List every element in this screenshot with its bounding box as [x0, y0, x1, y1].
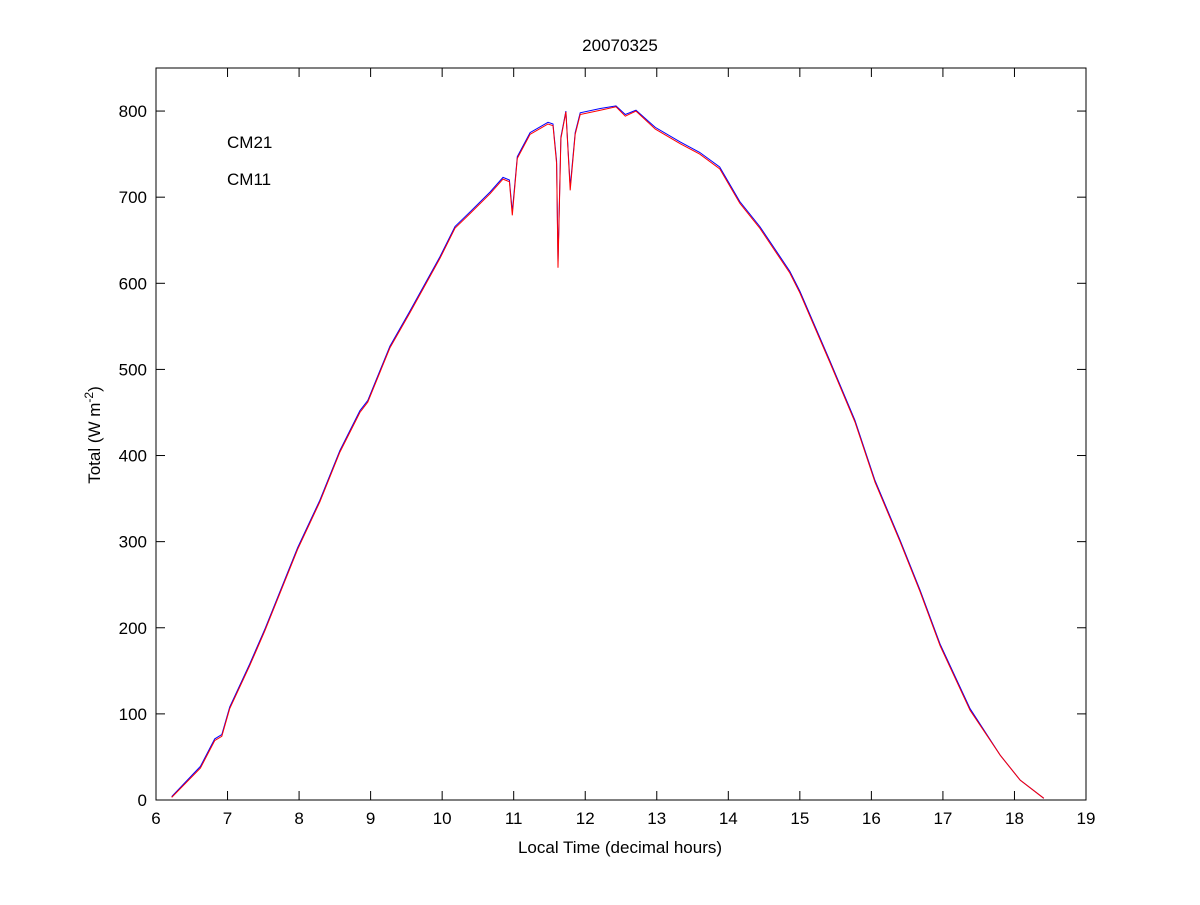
x-tick-label: 15 [790, 809, 809, 828]
x-tick-label: 9 [366, 809, 375, 828]
y-tick-label: 300 [119, 533, 147, 552]
x-tick-label: 8 [294, 809, 303, 828]
chart-title: 20070325 [582, 36, 658, 55]
axis-ticks: 6 7 8 9 10 11 12 13 14 15 16 17 18 19 0 100 200 300 400 500… [119, 68, 1096, 828]
x-tick-label: 13 [647, 809, 666, 828]
y-tick-label: 200 [119, 619, 147, 638]
y-axis-label-close: ) [85, 386, 104, 392]
series-line-cm11 [171, 106, 1045, 799]
y-tick-label: 100 [119, 705, 147, 724]
series-lines [171, 105, 1045, 799]
y-axis-label: Total (W m-2) [82, 386, 104, 484]
y-tick-label: 400 [119, 447, 147, 466]
legend-cm21: CM21 [227, 133, 272, 152]
x-axis-label: Local Time (decimal hours) [518, 838, 722, 857]
y-tick-label: 700 [119, 188, 147, 207]
y-tick-label: 600 [119, 274, 147, 293]
x-tick-label: 17 [933, 809, 952, 828]
x-tick-label: 10 [433, 809, 452, 828]
x-tick-label: 7 [223, 809, 232, 828]
x-tick-label: 16 [862, 809, 881, 828]
y-tick-label: 500 [119, 360, 147, 379]
legend-cm11: CM11 [227, 170, 271, 189]
x-tick-label: 11 [505, 809, 523, 828]
x-tick-label: 14 [719, 809, 738, 828]
y-tick-label: 800 [119, 102, 147, 121]
y-axis-label-sup: -2 [82, 392, 96, 403]
x-tick-label: 6 [151, 809, 160, 828]
series-line-cm21 [171, 105, 1045, 799]
plot-area-frame [155, 67, 1087, 801]
y-axis-label-main: Total (W m [85, 403, 104, 484]
x-tick-label: 19 [1077, 809, 1096, 828]
y-tick-label: 0 [138, 791, 147, 810]
x-tick-label: 12 [576, 809, 595, 828]
x-tick-label: 18 [1005, 809, 1024, 828]
